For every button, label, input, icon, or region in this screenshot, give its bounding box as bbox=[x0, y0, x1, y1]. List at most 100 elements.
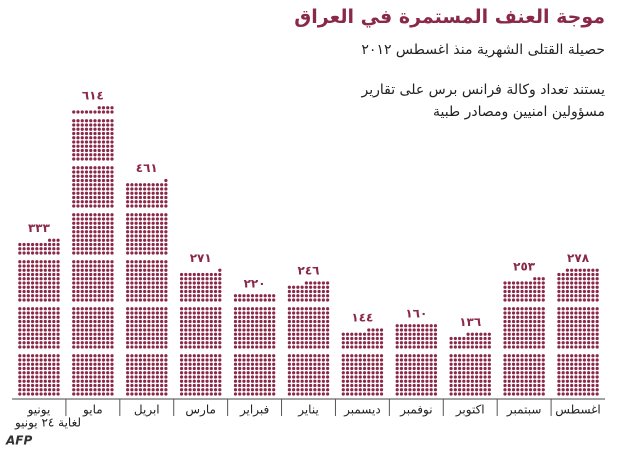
dot bbox=[528, 311, 533, 315]
dot bbox=[557, 388, 561, 392]
dot bbox=[259, 336, 263, 341]
dot bbox=[421, 341, 425, 345]
dot bbox=[595, 336, 599, 341]
dot bbox=[218, 277, 222, 281]
dot bbox=[106, 388, 110, 392]
dot bbox=[196, 332, 201, 336]
dot bbox=[52, 319, 56, 324]
dot bbox=[126, 332, 130, 336]
dot bbox=[250, 371, 255, 375]
dot bbox=[591, 332, 595, 336]
dot bbox=[375, 366, 379, 371]
dot bbox=[35, 311, 39, 315]
dot bbox=[101, 264, 106, 268]
dot bbox=[179, 307, 184, 311]
dot bbox=[528, 294, 533, 298]
dot bbox=[246, 392, 250, 396]
dot bbox=[537, 358, 541, 362]
dot bbox=[110, 234, 114, 238]
dot bbox=[326, 281, 330, 285]
dot bbox=[143, 324, 147, 328]
dot bbox=[408, 379, 412, 383]
dot bbox=[537, 294, 541, 298]
dot bbox=[326, 392, 330, 396]
dot bbox=[587, 311, 591, 315]
dot bbox=[528, 289, 533, 294]
dot bbox=[47, 358, 52, 362]
dot bbox=[425, 336, 429, 341]
dot bbox=[147, 260, 151, 264]
dot bbox=[89, 366, 93, 371]
dot bbox=[130, 324, 134, 328]
dot bbox=[101, 225, 106, 230]
dot bbox=[304, 358, 308, 362]
dot bbox=[106, 277, 110, 281]
dot bbox=[399, 371, 404, 375]
dot bbox=[164, 388, 168, 392]
dot bbox=[524, 354, 528, 358]
dot bbox=[537, 379, 541, 383]
dot bbox=[429, 379, 433, 383]
dot bbox=[155, 289, 159, 294]
dot bbox=[147, 200, 151, 204]
dot bbox=[304, 328, 308, 332]
dot bbox=[453, 358, 457, 362]
dot bbox=[242, 341, 246, 345]
dot bbox=[72, 272, 76, 277]
dot bbox=[416, 388, 421, 392]
dot bbox=[106, 260, 110, 264]
dot bbox=[188, 371, 192, 375]
dot bbox=[246, 319, 250, 324]
dot bbox=[130, 213, 134, 217]
dot bbox=[192, 388, 196, 392]
dot bbox=[143, 332, 147, 336]
dot bbox=[110, 285, 114, 289]
dot bbox=[578, 272, 582, 277]
dot bbox=[479, 336, 483, 341]
dot bbox=[52, 272, 56, 277]
dot bbox=[218, 341, 222, 345]
dot bbox=[43, 281, 47, 285]
dot bbox=[570, 328, 574, 332]
dot bbox=[209, 341, 213, 345]
dot bbox=[524, 371, 528, 375]
dot bbox=[238, 311, 242, 315]
dot bbox=[192, 311, 196, 315]
dot bbox=[80, 383, 84, 388]
dot bbox=[130, 341, 134, 345]
dot bbox=[76, 294, 80, 298]
dot bbox=[80, 332, 84, 336]
dot bbox=[533, 388, 537, 392]
dot bbox=[475, 341, 479, 345]
dot bbox=[313, 358, 317, 362]
dot bbox=[358, 332, 362, 336]
dot bbox=[557, 307, 561, 311]
dot bbox=[263, 392, 267, 396]
dot bbox=[296, 307, 300, 311]
dot bbox=[18, 332, 22, 336]
dot bbox=[233, 366, 238, 371]
dot bbox=[213, 311, 218, 315]
dot bbox=[84, 119, 89, 123]
dot bbox=[533, 298, 537, 302]
dot bbox=[466, 388, 470, 392]
dot bbox=[233, 294, 238, 298]
dot bbox=[321, 371, 325, 375]
dot bbox=[93, 136, 97, 140]
dot bbox=[52, 289, 56, 294]
dot bbox=[160, 383, 164, 388]
dot bbox=[80, 315, 84, 319]
dot bbox=[595, 324, 599, 328]
dot bbox=[313, 332, 317, 336]
dot bbox=[134, 221, 138, 225]
dot bbox=[130, 221, 134, 225]
dot bbox=[97, 200, 101, 204]
dot bbox=[317, 315, 321, 319]
dot bbox=[201, 371, 205, 375]
dot bbox=[578, 311, 582, 315]
dot bbox=[35, 366, 39, 371]
dot bbox=[147, 225, 151, 230]
dot bbox=[412, 336, 416, 341]
dot bbox=[412, 332, 416, 336]
dot bbox=[18, 277, 22, 281]
